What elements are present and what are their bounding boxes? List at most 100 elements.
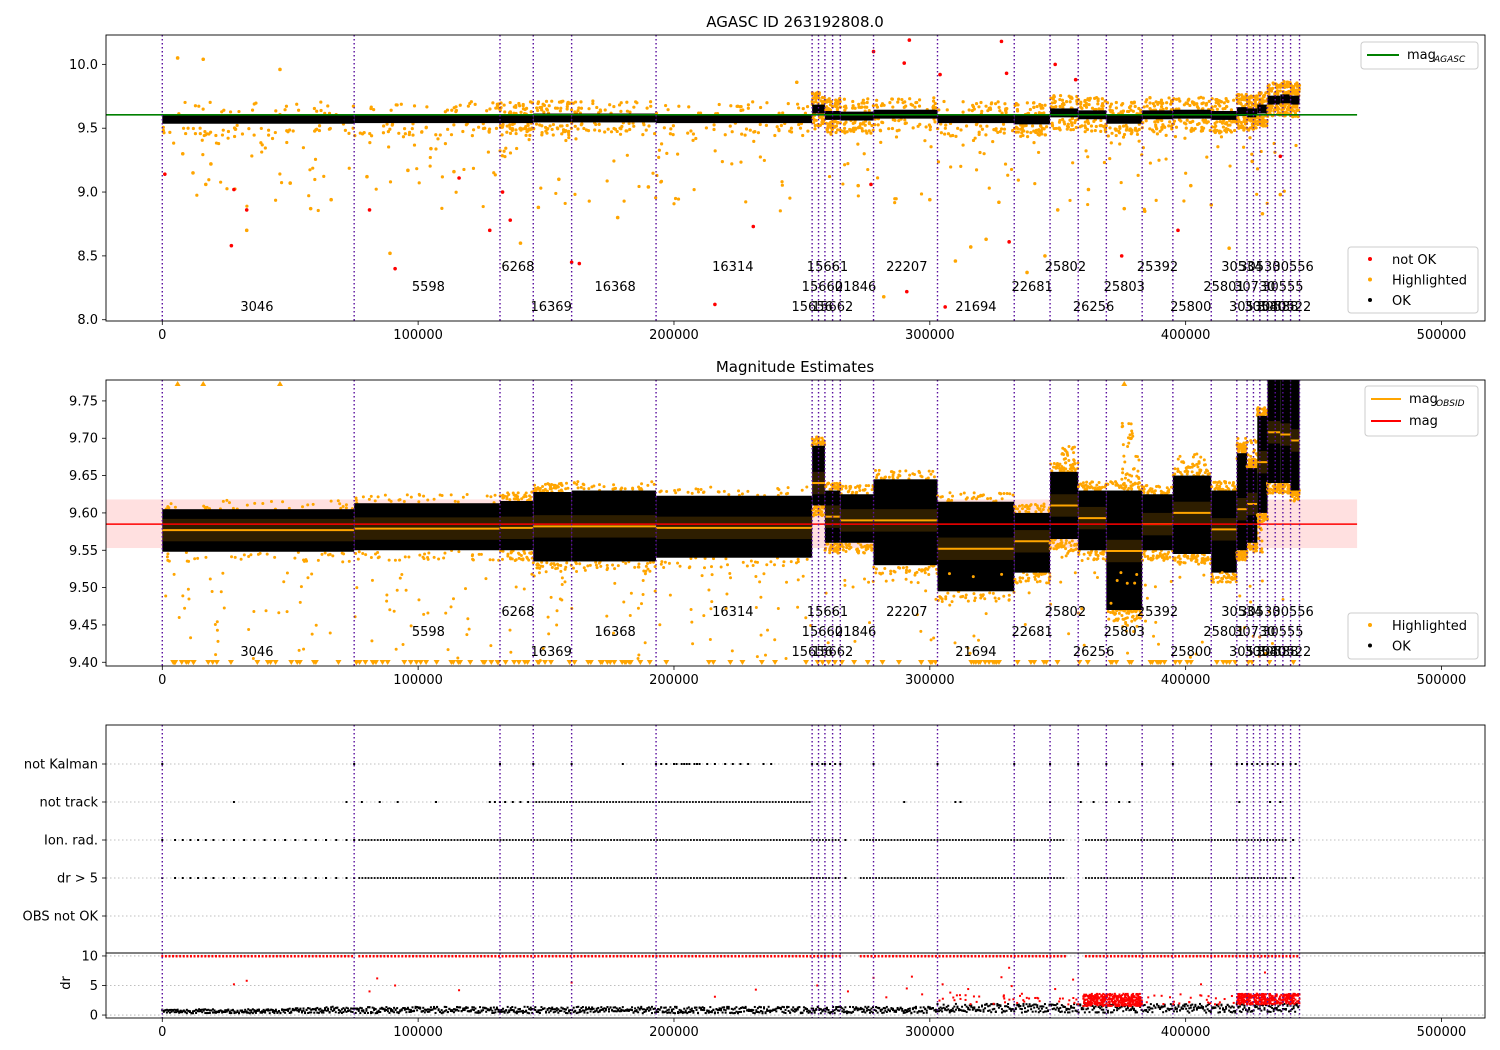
highlighted-point bbox=[712, 127, 716, 132]
highlighted-point bbox=[582, 487, 586, 491]
highlighted-point bbox=[896, 476, 900, 480]
highlighted-point bbox=[434, 133, 438, 137]
highlighted-point bbox=[393, 558, 397, 562]
highlighted-point bbox=[547, 482, 551, 486]
flag-point bbox=[490, 839, 493, 841]
highlighted-point bbox=[1263, 406, 1267, 410]
highlighted-point bbox=[446, 127, 450, 131]
highlighted-point bbox=[453, 499, 457, 503]
highlighted-point bbox=[481, 126, 486, 131]
highlighted-point bbox=[247, 627, 251, 631]
y-tick-label: 9.50 bbox=[69, 581, 98, 596]
highlighted-point bbox=[758, 105, 763, 110]
highlighted-point bbox=[1133, 128, 1137, 132]
highlighted-point bbox=[581, 482, 585, 486]
highlighted-point bbox=[1129, 422, 1133, 426]
flag-point bbox=[1269, 801, 1272, 803]
highlighted-point bbox=[901, 101, 905, 105]
highlighted-point bbox=[1121, 467, 1125, 471]
not-ok-point bbox=[232, 187, 236, 192]
highlighted-point bbox=[1294, 377, 1297, 380]
flag-point bbox=[834, 763, 837, 765]
highlighted-point bbox=[1291, 376, 1294, 379]
obsid-label: 30522 bbox=[1270, 645, 1311, 660]
highlighted-point bbox=[504, 146, 508, 150]
highlighted-point bbox=[879, 476, 883, 480]
highlighted-point bbox=[1094, 550, 1098, 554]
highlighted-point bbox=[756, 560, 760, 564]
highlighted-point bbox=[1232, 98, 1236, 102]
highlighted-point bbox=[226, 136, 230, 140]
highlighted-point bbox=[967, 108, 971, 112]
highlighted-point bbox=[1152, 130, 1156, 134]
highlighted-point bbox=[298, 600, 302, 604]
highlighted-point bbox=[665, 489, 669, 493]
flag-point bbox=[599, 801, 602, 803]
highlighted-point bbox=[518, 126, 523, 130]
obsid-label: 22681 bbox=[1011, 625, 1052, 640]
highlighted-point bbox=[1037, 133, 1041, 137]
highlighted-point bbox=[1058, 97, 1062, 102]
highlighted-point bbox=[536, 562, 540, 566]
highlighted-point bbox=[875, 473, 879, 477]
flag-point bbox=[707, 801, 710, 803]
highlighted-point bbox=[673, 196, 678, 201]
highlighted-point bbox=[909, 580, 913, 584]
highlighted-point bbox=[723, 133, 727, 137]
highlighted-point bbox=[849, 129, 853, 133]
highlighted-point bbox=[1191, 455, 1195, 459]
highlighted-point bbox=[1201, 118, 1205, 122]
obsid-label: 25802 bbox=[1045, 605, 1086, 620]
highlighted-point bbox=[1192, 103, 1196, 107]
not-ok-point bbox=[1073, 77, 1078, 82]
highlighted-point bbox=[891, 105, 895, 109]
flag-point bbox=[818, 839, 821, 841]
highlighted-point bbox=[228, 110, 233, 114]
highlighted-point bbox=[202, 504, 206, 508]
highlighted-point bbox=[821, 121, 825, 126]
obsid-label: 21694 bbox=[955, 645, 996, 660]
highlighted-point bbox=[1067, 444, 1071, 448]
obsid-label: 26256 bbox=[1073, 300, 1114, 315]
flag-point bbox=[686, 839, 689, 841]
highlighted-point bbox=[556, 562, 560, 566]
highlighted-point bbox=[1278, 111, 1282, 115]
flag-point bbox=[475, 839, 477, 841]
highlighted-point bbox=[813, 123, 817, 128]
highlighted-point bbox=[166, 552, 170, 556]
highlighted-point bbox=[648, 560, 652, 564]
highlighted-point bbox=[506, 554, 510, 558]
highlighted-point bbox=[931, 99, 936, 103]
highlighted-point bbox=[616, 564, 620, 568]
highlighted-point bbox=[193, 557, 197, 561]
highlighted-point bbox=[928, 197, 932, 202]
highlighted-point bbox=[565, 123, 569, 128]
flag-point bbox=[961, 839, 963, 841]
obsid-label: 30555 bbox=[1262, 625, 1303, 640]
highlighted-point bbox=[867, 129, 871, 133]
highlighted-point bbox=[1090, 129, 1094, 133]
highlighted-point bbox=[951, 133, 955, 138]
highlighted-point bbox=[694, 136, 698, 141]
highlighted-point bbox=[1275, 371, 1278, 374]
flag-point bbox=[665, 763, 668, 765]
highlighted-point bbox=[1271, 370, 1274, 373]
highlighted-point bbox=[964, 593, 968, 597]
highlighted-point bbox=[1155, 484, 1159, 488]
highlighted-point bbox=[1033, 182, 1037, 186]
highlighted-point bbox=[812, 118, 817, 122]
highlighted-point bbox=[698, 111, 703, 115]
y-tick-label: 9.75 bbox=[69, 394, 98, 409]
highlighted-point bbox=[563, 201, 567, 206]
highlighted-point bbox=[929, 638, 933, 642]
highlighted-point bbox=[465, 493, 469, 497]
flag-point bbox=[652, 801, 654, 803]
highlighted-point bbox=[385, 599, 389, 603]
highlighted-point bbox=[1280, 373, 1283, 376]
y-tick-label: 10.0 bbox=[69, 58, 98, 73]
highlighted-point bbox=[1126, 444, 1130, 448]
highlighted-point bbox=[556, 127, 560, 131]
flag-point bbox=[803, 839, 806, 841]
highlighted-point bbox=[1060, 452, 1064, 456]
